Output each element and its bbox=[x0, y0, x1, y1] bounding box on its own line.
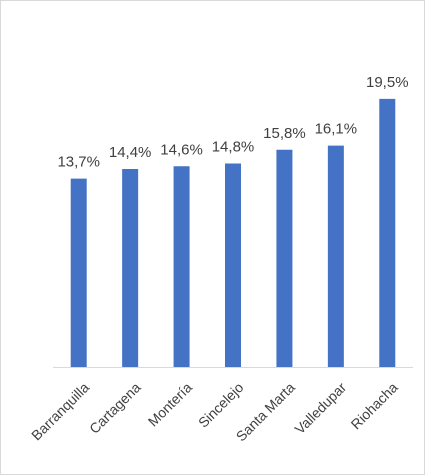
bar-3 bbox=[225, 163, 241, 367]
data-label-3: 14,8% bbox=[212, 139, 255, 156]
x-tick-label-3: Sincelejo bbox=[195, 379, 247, 431]
bar-4 bbox=[276, 149, 293, 367]
data-label-5: 16,1% bbox=[315, 121, 358, 138]
bar-0 bbox=[70, 178, 87, 367]
data-label-1: 14,4% bbox=[109, 144, 152, 161]
x-tick-label-0: Barranquilla bbox=[28, 379, 92, 443]
data-label-4: 15,8% bbox=[263, 125, 306, 142]
data-label-0: 13,7% bbox=[57, 154, 100, 171]
data-label-6: 19,5% bbox=[366, 74, 409, 91]
x-tick-label-6: Riohacha bbox=[348, 379, 401, 432]
x-tick-label-5: Valledupar bbox=[291, 379, 349, 437]
bar-5 bbox=[327, 145, 344, 367]
x-tick-label-2: Montería bbox=[145, 379, 196, 430]
bars-group bbox=[70, 98, 396, 367]
x-tick-label-1: Cartagena bbox=[86, 379, 144, 437]
data-label-2: 14,6% bbox=[160, 141, 203, 158]
bar-2 bbox=[173, 166, 190, 367]
bar-6 bbox=[379, 98, 396, 367]
bar-1 bbox=[122, 169, 139, 367]
data-labels-group: 13,7% 14,4% 14,6% 14,8% 15,8% 16,1% 19,5% bbox=[57, 74, 408, 171]
